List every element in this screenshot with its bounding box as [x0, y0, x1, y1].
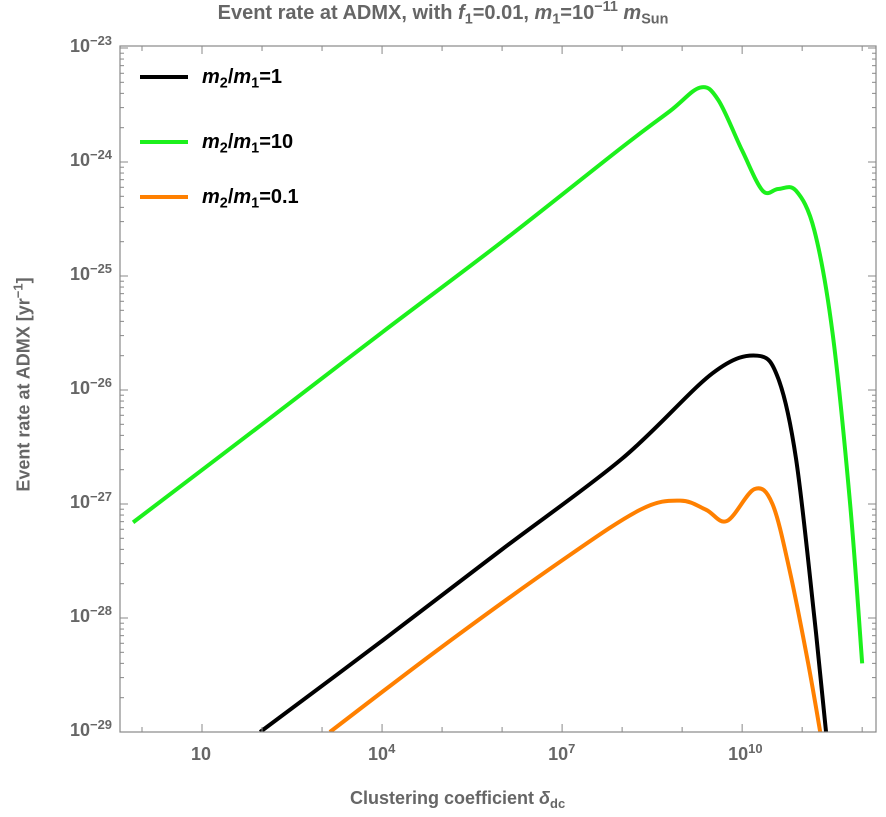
y-axis-label-exp: −1 — [10, 283, 26, 299]
y-tick-label: 10−26 — [69, 374, 112, 398]
title-m-sub: 1 — [552, 11, 561, 28]
x-axis-label: Clustering coefficient δdc — [350, 788, 566, 811]
series-line-2 — [328, 486, 823, 732]
x-axis-label-symbol: δ — [539, 788, 551, 808]
y-axis-label-text: Event rate at ADMX [yr — [13, 298, 34, 492]
x-axis-label-text: Clustering coefficient — [350, 788, 540, 808]
series-line-1 — [131, 85, 865, 664]
chart-title: Event rate at ADMX, with f1=0.01, m1=10−… — [0, 0, 886, 28]
x-tick-label: 107 — [548, 740, 576, 764]
title-m-exp: −11 — [594, 0, 618, 16]
y-tick-label: 10−27 — [69, 488, 112, 512]
x-axis-label-sub: dc — [550, 795, 566, 811]
legend-label: m2/m1=1 — [202, 65, 282, 91]
legend-item-ratio-0.1: m2/m1=0.1 — [140, 182, 299, 212]
legend-swatch-black — [140, 75, 188, 79]
y-tick-label: 10−28 — [69, 602, 112, 626]
title-f-sub: 1 — [464, 11, 473, 28]
x-tick-label: 104 — [368, 740, 396, 764]
legend-swatch-orange — [140, 195, 188, 199]
y-tick-label: 10−29 — [69, 716, 112, 740]
legend-item-ratio-1: m2/m1=1 — [140, 62, 282, 92]
legend-label: m2/m1=10 — [202, 130, 294, 156]
legend-label: m2/m1=0.1 — [202, 185, 299, 211]
legend-item-ratio-10: m2/m1=10 — [140, 127, 293, 157]
y-tick-label: 10−23 — [69, 32, 112, 56]
title-text: Event rate at ADMX, with — [217, 2, 459, 24]
title-m: m — [534, 2, 553, 24]
title-f-val: =0.01, — [472, 2, 535, 24]
x-tick-label: 1010 — [728, 740, 763, 764]
plot-frame — [119, 45, 877, 733]
y-axis-label: Event rate at ADMX [yr−1] — [10, 235, 35, 535]
title-f: f — [458, 2, 465, 24]
title-unit: m — [623, 2, 642, 24]
title-m-val: =10 — [560, 2, 595, 24]
series-line-0 — [258, 353, 829, 732]
x-tick-label: 10 — [191, 744, 212, 764]
y-axis-label-close: ] — [13, 277, 34, 284]
y-tick-label: 10−25 — [69, 260, 112, 284]
title-unit-sub: Sun — [641, 11, 669, 28]
legend-swatch-green — [140, 140, 188, 144]
y-tick-label: 10−24 — [69, 146, 112, 170]
